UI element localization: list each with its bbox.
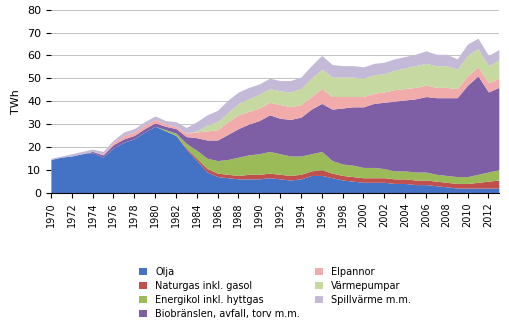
- Legend: Olja, Naturgas inkl. gasol, Energikol inkl. hyttgas, Biobränslen, avfall, torv m: Olja, Naturgas inkl. gasol, Energikol in…: [139, 267, 411, 319]
- Y-axis label: TWh: TWh: [12, 89, 21, 114]
